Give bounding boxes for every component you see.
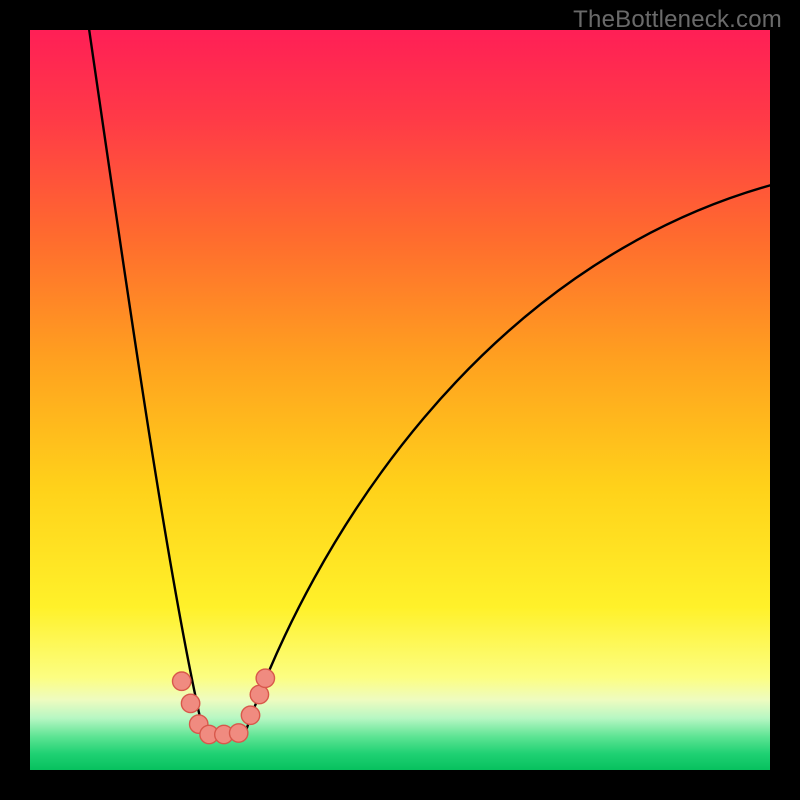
plot-area [30, 30, 770, 770]
watermark-text: TheBottleneck.com [573, 6, 782, 34]
plot-background-gradient [30, 30, 770, 770]
